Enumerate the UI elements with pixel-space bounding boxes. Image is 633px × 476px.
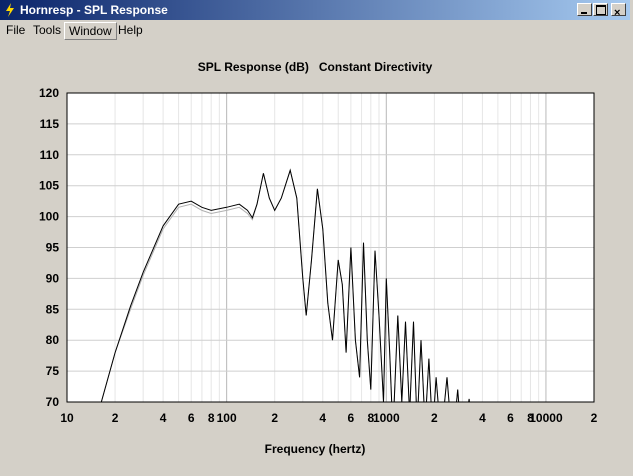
y-tick-label: 95 (46, 241, 60, 255)
x-tick-label: 8 (527, 411, 534, 425)
y-tick-label: 115 (40, 117, 60, 131)
menu-item[interactable]: Tools (33, 23, 62, 37)
y-tick-label: 80 (46, 333, 60, 347)
y-tick-label: 110 (40, 148, 60, 162)
grid (66, 92, 595, 403)
x-tick-label: 4 (160, 411, 167, 425)
x-tick-label: 2 (591, 411, 598, 425)
x-tick-label: 10000 (529, 411, 563, 425)
x-tick-label: 100 (217, 411, 237, 425)
y-tick-label: 70 (46, 395, 60, 409)
x-tick-label: 6 (188, 411, 195, 425)
y-tick-label: 100 (39, 210, 59, 224)
maximize-button[interactable] (593, 3, 608, 16)
plot-border (66, 92, 595, 403)
window-title: Hornresp - SPL Response (20, 3, 168, 17)
x-tick-label: 6 (348, 411, 355, 425)
y-tick-label: 90 (46, 271, 60, 285)
close-button[interactable]: × (611, 3, 626, 19)
menu-bar: File Tools Window Help (0, 20, 630, 40)
y-tick-label: 85 (46, 302, 60, 316)
x-tick-label: 1000 (373, 411, 400, 425)
chart: SPL Response (dB) Constant Directivity F… (39, 60, 598, 456)
title-bar: Hornresp - SPL Response × (0, 0, 630, 20)
y-tick-label: 120 (39, 86, 59, 100)
x-tick-label: 8 (208, 411, 215, 425)
x-tick-label: 10 (60, 411, 74, 425)
minimize-button[interactable] (577, 3, 592, 16)
x-tick-label: 2 (271, 411, 278, 425)
x-tick-label: 4 (479, 411, 486, 425)
chart-title: SPL Response (dB) Constant Directivity (198, 60, 433, 74)
x-axis-label: Frequency (hertz) (265, 442, 366, 456)
app-icon (6, 3, 14, 17)
x-tick-label: 4 (319, 411, 326, 425)
x-tick-label: 6 (507, 411, 514, 425)
line (100, 168, 470, 402)
y-tick-label: 75 (46, 364, 60, 378)
menu-item[interactable]: Window (64, 22, 117, 40)
y-tick-label: 105 (39, 179, 59, 193)
x-tick-label: 2 (112, 411, 119, 425)
menu-item[interactable]: Help (118, 23, 143, 37)
x-tick-label: 8 (367, 411, 374, 425)
menu-item[interactable]: File (6, 23, 26, 37)
x-tick-label: 2 (431, 411, 438, 425)
